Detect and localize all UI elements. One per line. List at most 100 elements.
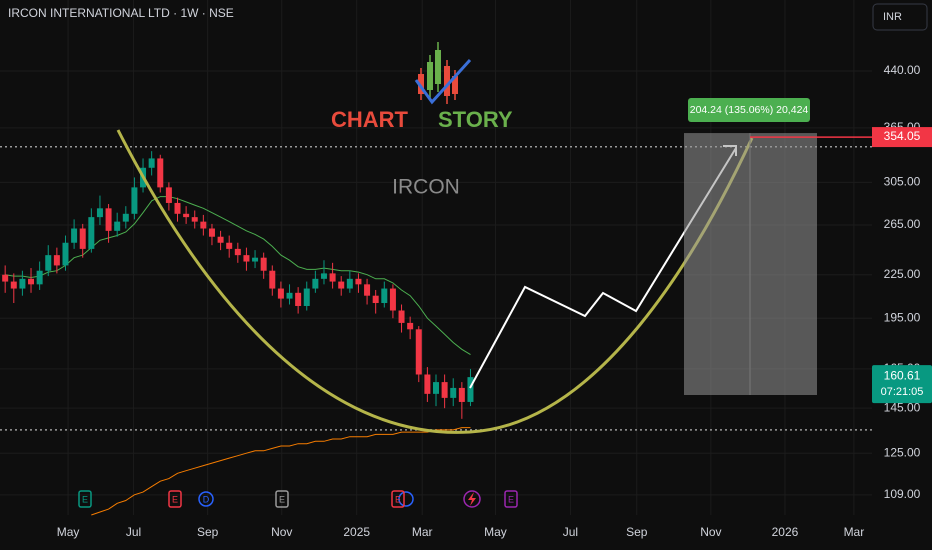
x-tick-label: Nov xyxy=(271,525,292,539)
candle-body xyxy=(381,288,388,304)
x-tick-label: Nov xyxy=(700,525,721,539)
logo-text: STORY xyxy=(438,107,513,132)
measure-label-box xyxy=(688,98,810,122)
event-icon xyxy=(398,491,414,507)
event-label: E xyxy=(172,494,178,504)
countdown: 07:21:05 xyxy=(881,386,924,398)
event-badge xyxy=(504,490,518,508)
candle-body xyxy=(269,270,276,289)
candle-body xyxy=(286,292,293,299)
candle-body xyxy=(105,208,112,231)
y-tick-label: 109.00 xyxy=(884,487,921,501)
currency-label: INR xyxy=(883,11,902,23)
y-tick-label: 225.00 xyxy=(884,267,921,281)
event-icon xyxy=(463,490,481,508)
event-label: E xyxy=(508,494,514,504)
candle-body xyxy=(338,281,345,289)
x-tick-label: Sep xyxy=(626,525,648,539)
event-badge xyxy=(275,490,289,508)
candle-body xyxy=(260,257,267,271)
event-badge xyxy=(198,491,214,507)
currency-button[interactable] xyxy=(872,3,928,31)
candle-body xyxy=(407,322,414,330)
candle-body xyxy=(114,221,121,231)
x-tick-label: Jul xyxy=(126,525,141,539)
last-price-box xyxy=(872,365,932,404)
watermark: IRCON xyxy=(392,176,460,199)
measure-label: 204.24 (135.06%) 20,424 xyxy=(690,104,809,116)
event-label: E xyxy=(395,494,401,504)
candle-body xyxy=(441,382,448,398)
y-tick-label: 440.00 xyxy=(884,63,921,77)
y-tick-label: 145.00 xyxy=(884,400,921,414)
candle-body xyxy=(36,270,43,285)
candle-body xyxy=(28,278,35,285)
candles xyxy=(2,151,474,419)
candle-body xyxy=(372,295,379,304)
candle-body xyxy=(96,208,103,218)
candle-body xyxy=(424,374,431,394)
candle-body xyxy=(295,292,302,306)
y-tick-label: 195.00 xyxy=(884,310,921,324)
logo-icon xyxy=(414,42,472,105)
candle-body xyxy=(174,202,181,214)
event-label: E xyxy=(279,494,285,504)
event-label: E xyxy=(82,494,88,504)
candle-body xyxy=(252,257,259,262)
candle-body xyxy=(458,387,465,402)
candle-body xyxy=(329,273,336,282)
last-price: 160.61 xyxy=(884,368,921,382)
event-badge xyxy=(78,490,92,508)
x-tick-label: May xyxy=(57,525,80,539)
candle-body xyxy=(208,228,215,237)
x-tick-label: Mar xyxy=(844,525,865,539)
candle-body xyxy=(10,281,17,289)
candle-body xyxy=(191,217,198,222)
candle-body xyxy=(320,273,327,279)
x-tick-label: May xyxy=(484,525,507,539)
candle-body xyxy=(2,274,9,282)
candle-body xyxy=(450,387,457,398)
x-tick-label: 2025 xyxy=(343,525,370,539)
candle-body xyxy=(148,158,155,168)
y-tick-label: 305.00 xyxy=(884,175,921,189)
target-label-box xyxy=(872,127,932,148)
candle-body xyxy=(467,377,474,402)
candle-body xyxy=(433,382,439,394)
candle-body xyxy=(200,221,207,229)
candle-body xyxy=(183,213,190,218)
candle-body xyxy=(234,248,241,256)
candle-body xyxy=(415,329,422,375)
x-tick-label: 2026 xyxy=(772,525,799,539)
event-label: D xyxy=(203,494,210,504)
candle-body xyxy=(226,242,233,249)
projection-path xyxy=(469,147,737,389)
candle-body xyxy=(88,217,95,249)
event-badge xyxy=(168,490,182,508)
overlay-line xyxy=(91,427,471,516)
candle-body xyxy=(364,284,371,296)
candle-body xyxy=(398,310,405,323)
candle-body xyxy=(157,158,164,188)
candle-body xyxy=(62,242,69,266)
logo-text: CHART xyxy=(331,107,409,132)
candle-body xyxy=(303,288,310,306)
candle-body xyxy=(122,213,129,222)
measure-tool: 204.24 (135.06%) 20,424 xyxy=(684,98,872,395)
candle-body xyxy=(53,255,60,266)
event-badge xyxy=(391,490,405,508)
target-label: 354.05 xyxy=(884,129,921,143)
candle-body xyxy=(355,278,362,285)
candle-body xyxy=(131,187,138,214)
candle-body xyxy=(312,278,319,289)
event-icon xyxy=(468,492,476,506)
y-tick-label: 125.00 xyxy=(884,445,921,459)
candle-body xyxy=(277,288,284,299)
candle-body xyxy=(19,278,26,289)
price-axis: 109.00125.00145.00165.00195.00225.00265.… xyxy=(57,63,932,539)
chart-title: IRCON INTERNATIONAL LTD · 1W · NSE xyxy=(8,6,234,20)
candle-body xyxy=(389,288,396,311)
